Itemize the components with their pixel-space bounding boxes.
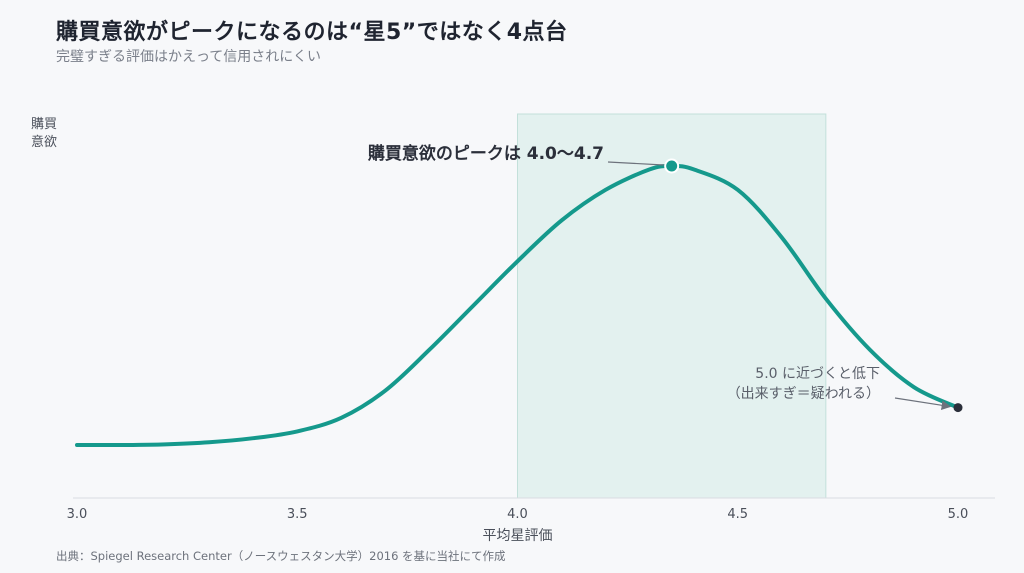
x-tick-label: 3.0 bbox=[67, 507, 88, 522]
peak-annotation: 購買意欲のピークは 4.0〜4.7 bbox=[368, 143, 604, 164]
series-layer bbox=[75, 163, 960, 448]
band-layer bbox=[517, 113, 827, 499]
x-tick-layer: 3.0 3.5 4.0 4.5 5.0 bbox=[67, 507, 969, 522]
peak-leader-line bbox=[607, 161, 664, 166]
low-annotation-line: （出来すぎ＝疑われる） bbox=[727, 386, 880, 402]
annotation-layer: 購買意欲のピークは 4.0〜4.7 5.0 に近づくと低下 （出来すぎ＝疑われる） bbox=[368, 143, 963, 413]
y-axis-label-line: 購買 bbox=[30, 117, 57, 132]
x-tick-label: 4.5 bbox=[727, 507, 748, 522]
y-axis-label: 購買 意欲 bbox=[26, 116, 62, 152]
x-tick-label: 4.0 bbox=[507, 507, 528, 522]
source-note: 出典：Spiegel Research Center（ノースウェスタン大学）20… bbox=[56, 549, 506, 563]
low-leader-line bbox=[894, 397, 952, 411]
chart-title: 購買意欲がピークになるのは“星5”ではなく4点台 bbox=[56, 20, 568, 45]
series-line bbox=[75, 163, 960, 448]
highlight-band bbox=[517, 113, 827, 499]
low-annotation-line: 5.0 に近づくと低下 bbox=[755, 366, 880, 382]
y-axis-label-line: 意欲 bbox=[30, 135, 57, 150]
chart-subtitle: 完璧すぎる評価はかえって信用されにくい bbox=[56, 49, 322, 65]
x-tick-label: 3.5 bbox=[287, 507, 308, 522]
x-axis-label: 平均星評価 bbox=[483, 528, 553, 544]
peak-point bbox=[664, 158, 680, 174]
x-tick-label: 5.0 bbox=[948, 507, 969, 522]
end-point bbox=[953, 403, 963, 413]
